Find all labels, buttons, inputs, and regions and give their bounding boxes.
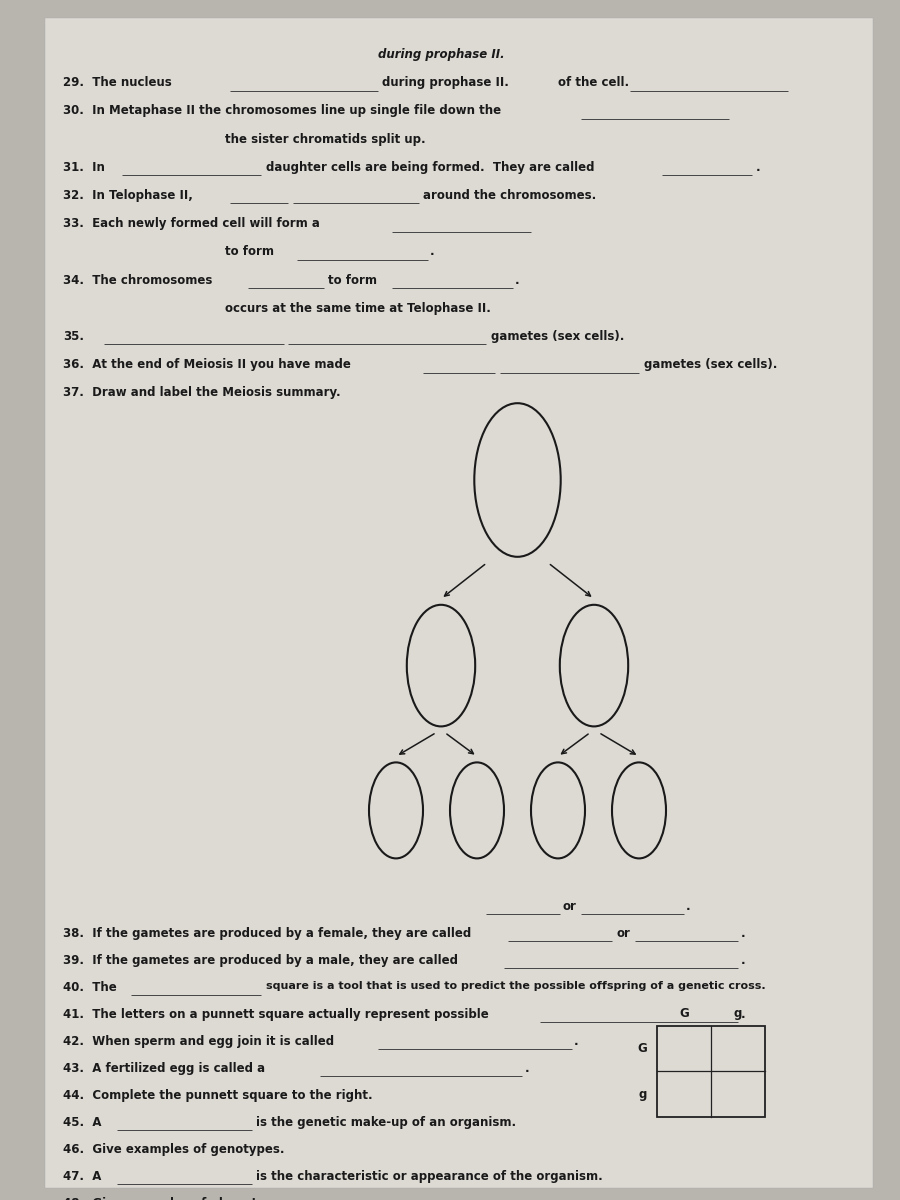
Text: .: . (574, 1036, 579, 1049)
Text: during prophase II.: during prophase II. (382, 77, 509, 89)
Text: g: g (638, 1087, 647, 1100)
Text: 45.  A: 45. A (63, 1116, 102, 1129)
Text: 43.  A fertilized egg is called a: 43. A fertilized egg is called a (63, 1062, 266, 1075)
Text: 31.  In: 31. In (63, 161, 105, 174)
Text: .: . (741, 954, 745, 967)
Text: 38.  If the gametes are produced by a female, they are called: 38. If the gametes are produced by a fem… (63, 928, 472, 941)
Text: 32.  In Telophase II,: 32. In Telophase II, (63, 188, 193, 202)
Text: 48.  Give examples of phenotypes.: 48. Give examples of phenotypes. (63, 1198, 292, 1200)
Text: 36.  At the end of Meiosis II you have made: 36. At the end of Meiosis II you have ma… (63, 358, 351, 371)
Text: 44.  Complete the punnett square to the right.: 44. Complete the punnett square to the r… (63, 1090, 373, 1103)
Text: 40.  The: 40. The (63, 982, 117, 995)
Text: 37.  Draw and label the Meiosis summary.: 37. Draw and label the Meiosis summary. (63, 386, 340, 400)
Text: .: . (741, 928, 745, 941)
Text: G: G (638, 1042, 647, 1055)
Text: 41.  The letters on a punnett square actually represent possible: 41. The letters on a punnett square actu… (63, 1008, 489, 1021)
Text: .: . (515, 274, 519, 287)
Text: 46.  Give examples of genotypes.: 46. Give examples of genotypes. (63, 1144, 284, 1157)
Text: .: . (756, 161, 760, 174)
Text: 39.  If the gametes are produced by a male, they are called: 39. If the gametes are produced by a mal… (63, 954, 458, 967)
Text: or: or (616, 928, 630, 941)
Text: the sister chromatids split up.: the sister chromatids split up. (225, 132, 426, 145)
Text: is the characteristic or appearance of the organism.: is the characteristic or appearance of t… (256, 1170, 603, 1183)
Text: is the genetic make-up of an organism.: is the genetic make-up of an organism. (256, 1116, 517, 1129)
Text: .: . (686, 900, 690, 913)
Text: .: . (525, 1062, 529, 1075)
Text: G: G (680, 1007, 688, 1020)
Text: to form: to form (328, 274, 377, 287)
Text: g: g (734, 1007, 742, 1020)
Text: 29.  The nucleus: 29. The nucleus (63, 77, 172, 89)
Text: gametes (sex cells).: gametes (sex cells). (644, 358, 777, 371)
Text: 35.: 35. (63, 330, 84, 343)
Text: around the chromosomes.: around the chromosomes. (423, 188, 596, 202)
Text: gametes (sex cells).: gametes (sex cells). (491, 330, 624, 343)
Text: occurs at the same time at Telophase II.: occurs at the same time at Telophase II. (225, 301, 491, 314)
Text: 30.  In Metaphase II the chromosomes line up single file down the: 30. In Metaphase II the chromosomes line… (63, 104, 501, 118)
Text: or: or (562, 900, 576, 913)
Text: square is a tool that is used to predict the possible offspring of a genetic cro: square is a tool that is used to predict… (266, 982, 765, 991)
Bar (657, 1026, 765, 1117)
Text: 42.  When sperm and egg join it is called: 42. When sperm and egg join it is called (63, 1036, 334, 1049)
Text: .: . (741, 1008, 745, 1021)
Text: .: . (430, 245, 435, 258)
Text: during prophase II.: during prophase II. (378, 48, 505, 61)
Text: 33.  Each newly formed cell will form a: 33. Each newly formed cell will form a (63, 217, 320, 230)
Text: to form: to form (225, 245, 274, 258)
FancyBboxPatch shape (45, 18, 873, 1188)
Text: daughter cells are being formed.  They are called: daughter cells are being formed. They ar… (266, 161, 594, 174)
Text: 47.  A: 47. A (63, 1170, 102, 1183)
Text: 34.  The chromosomes: 34. The chromosomes (63, 274, 212, 287)
Text: of the cell.: of the cell. (558, 77, 629, 89)
